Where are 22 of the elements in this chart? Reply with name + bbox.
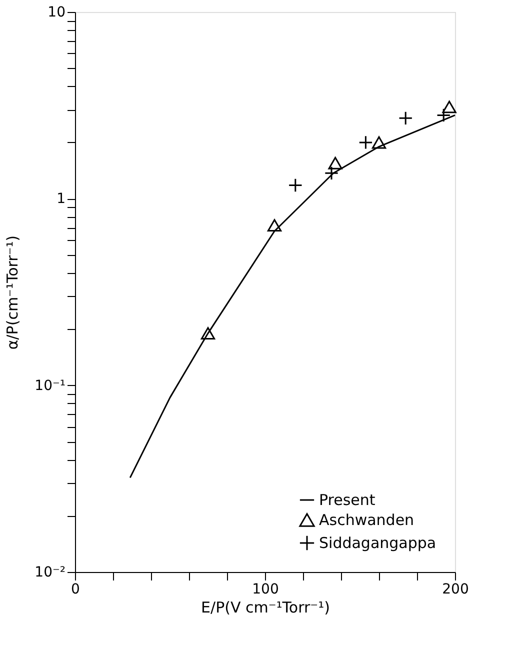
- legend-label: Siddagangappa: [319, 534, 436, 552]
- x-tick-label: 200: [442, 582, 469, 598]
- point: [436, 108, 451, 122]
- point: [288, 178, 302, 192]
- x-axis-title: E/P(V cm⁻¹Torr⁻¹): [201, 598, 330, 616]
- y-tick-label: 1: [56, 191, 66, 208]
- point: [200, 327, 216, 340]
- legend-label: Present: [319, 491, 376, 509]
- point: [267, 219, 282, 232]
- legend-label: Aschwanden: [319, 511, 414, 529]
- y-tick-label: 10: [48, 4, 66, 20]
- x-tick-label: 0: [71, 582, 80, 598]
- point: [372, 136, 386, 149]
- point: [358, 135, 373, 150]
- point: [324, 166, 339, 180]
- y-tick-label: 10⁻²: [34, 564, 66, 580]
- y-tick-label: 10⁻¹: [34, 378, 66, 394]
- point: [398, 111, 413, 126]
- y-axis-title: α/P(cm⁻¹Torr⁻¹): [4, 235, 22, 350]
- point: [442, 100, 456, 114]
- x-tick-label: 100: [252, 582, 279, 598]
- point: [328, 156, 342, 170]
